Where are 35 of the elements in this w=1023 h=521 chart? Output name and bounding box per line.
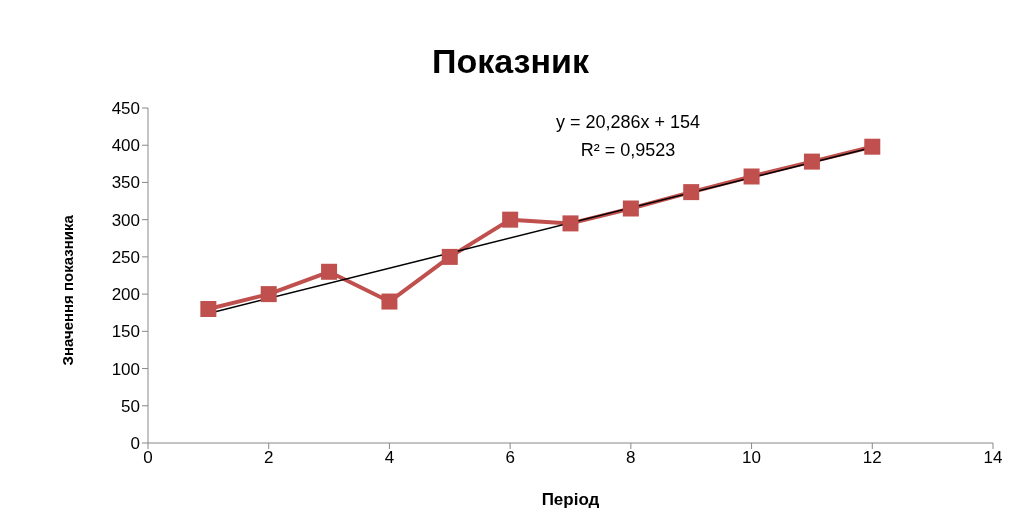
point [562, 215, 579, 232]
x-tick-label: 2 [263, 448, 274, 468]
chart-title: Показник [431, 42, 590, 81]
y-tick-label: 400 [111, 136, 140, 156]
x-tick-label: 8 [626, 448, 636, 468]
y-tick-label: 0 [130, 434, 140, 454]
point [381, 293, 398, 310]
y-tick-label: 300 [111, 210, 140, 230]
y-tick-label: 200 [111, 285, 140, 305]
y-tick-label: 150 [111, 322, 140, 342]
point [441, 248, 458, 265]
annotation: y = 20,286x + 154 [554, 112, 702, 133]
y-tick-label: 450 [111, 99, 140, 119]
point [200, 301, 217, 317]
y-tick-label: 250 [111, 247, 140, 267]
x-tick-label: 4 [384, 448, 395, 468]
point [864, 138, 881, 155]
point [260, 286, 277, 303]
x-axis-title: Період [541, 490, 600, 509]
x-tick-label: 10 [742, 448, 762, 468]
y-tick-label: 100 [111, 359, 140, 379]
y-tick-label: 50 [121, 396, 140, 416]
point [622, 200, 639, 217]
x-tick-label: 14 [983, 448, 1003, 468]
point [743, 168, 760, 185]
x-tick-label: 0 [143, 448, 153, 468]
point [321, 263, 338, 280]
x-tick-label: 12 [862, 448, 882, 468]
point [502, 211, 519, 228]
y-tick-label: 350 [111, 173, 140, 193]
point [803, 153, 820, 170]
x-tick-label: 6 [505, 448, 515, 468]
point [683, 184, 700, 201]
y-axis-title: Значення показника [59, 214, 77, 366]
annotation: R² = 0,9523 [579, 140, 677, 161]
